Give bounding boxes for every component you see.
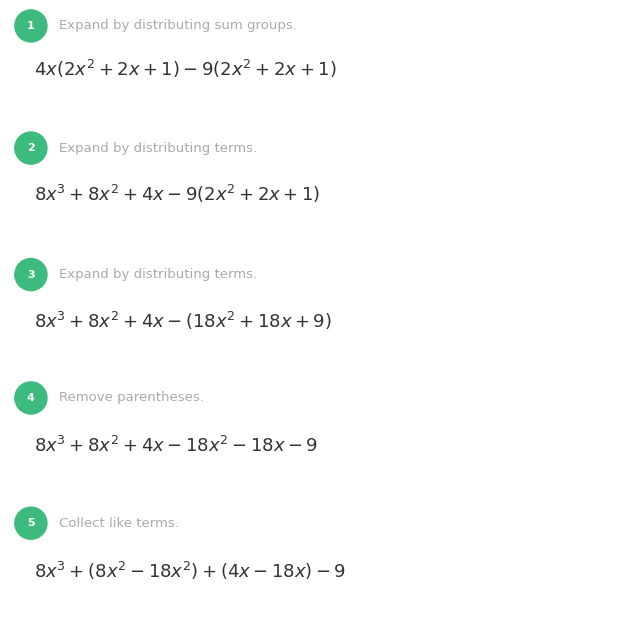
Text: $8x^3 + 8x^2 + 4x - (18x^2 + 18x + 9)$: $8x^3 + 8x^2 + 4x - (18x^2 + 18x + 9)$ xyxy=(34,310,332,332)
Circle shape xyxy=(15,507,47,539)
Text: Collect like terms.: Collect like terms. xyxy=(59,516,179,530)
Text: Remove parentheses.: Remove parentheses. xyxy=(59,391,203,405)
Circle shape xyxy=(15,382,47,414)
Circle shape xyxy=(15,132,47,164)
Text: 2: 2 xyxy=(27,143,35,153)
Text: Expand by distributing terms.: Expand by distributing terms. xyxy=(59,268,257,281)
Text: $8x^3 + 8x^2 + 4x - 9(2x^2 + 2x + 1)$: $8x^3 + 8x^2 + 4x - 9(2x^2 + 2x + 1)$ xyxy=(34,183,320,205)
Text: Expand by distributing terms.: Expand by distributing terms. xyxy=(59,141,257,155)
Text: $8x^3 + (8x^2 - 18x^2) + (4x - 18x) - 9$: $8x^3 + (8x^2 - 18x^2) + (4x - 18x) - 9$ xyxy=(34,560,346,582)
Circle shape xyxy=(15,259,47,291)
Text: 5: 5 xyxy=(27,518,35,528)
Circle shape xyxy=(15,10,47,42)
Text: 1: 1 xyxy=(27,21,35,31)
Text: Expand by distributing sum groups.: Expand by distributing sum groups. xyxy=(59,19,297,33)
Text: $4x(2x^2 + 2x + 1) - 9(2x^2 + 2x + 1)$: $4x(2x^2 + 2x + 1) - 9(2x^2 + 2x + 1)$ xyxy=(34,58,337,80)
Text: $8x^3 + 8x^2 + 4x - 18x^2 - 18x - 9$: $8x^3 + 8x^2 + 4x - 18x^2 - 18x - 9$ xyxy=(34,436,318,455)
Text: 4: 4 xyxy=(27,393,35,403)
Text: 3: 3 xyxy=(27,270,35,280)
